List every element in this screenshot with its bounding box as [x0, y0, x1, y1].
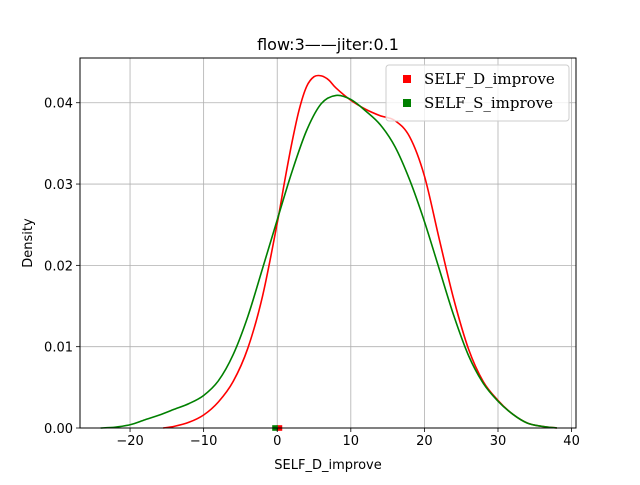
x-tick-label: 0: [273, 434, 281, 449]
chart-title: flow:3——jiter:0.1: [257, 35, 399, 54]
x-tick-label: −10: [190, 434, 217, 449]
legend-swatch: [403, 75, 411, 83]
legend-swatch: [403, 99, 411, 107]
y-tick-label: 0.03: [44, 178, 73, 193]
tick-layer: −20 −10 0 10 20 30 40 0.00 0.01 0.02 0.03 0.04: [44, 97, 580, 449]
y-tick-label: 0.04: [44, 97, 73, 112]
x-tick-label: 40: [563, 434, 580, 449]
legend: SELF_D_improve SELF_S_improve: [385, 64, 570, 122]
x-tick-label: 10: [343, 434, 360, 449]
series-line-self-s-improve: [100, 94, 557, 429]
x-tick-label: 30: [490, 434, 507, 449]
legend-box: [385, 64, 570, 122]
legend-label: SELF_D_improve: [424, 70, 555, 88]
plot-frame: [79, 57, 577, 429]
y-tick-label: 0.02: [44, 259, 73, 274]
x-tick-label: 20: [416, 434, 433, 449]
y-tick-label: 0.01: [44, 341, 73, 356]
y-tick-label: 0.00: [44, 422, 73, 437]
series-line-self-d-improve: [163, 74, 557, 429]
x-tick-label: −20: [116, 434, 143, 449]
legend-label: SELF_S_improve: [424, 94, 553, 112]
y-axis-label: Density: [21, 218, 36, 268]
x-axis-label: SELF_D_improve: [274, 458, 381, 473]
series-layer: [100, 74, 557, 429]
